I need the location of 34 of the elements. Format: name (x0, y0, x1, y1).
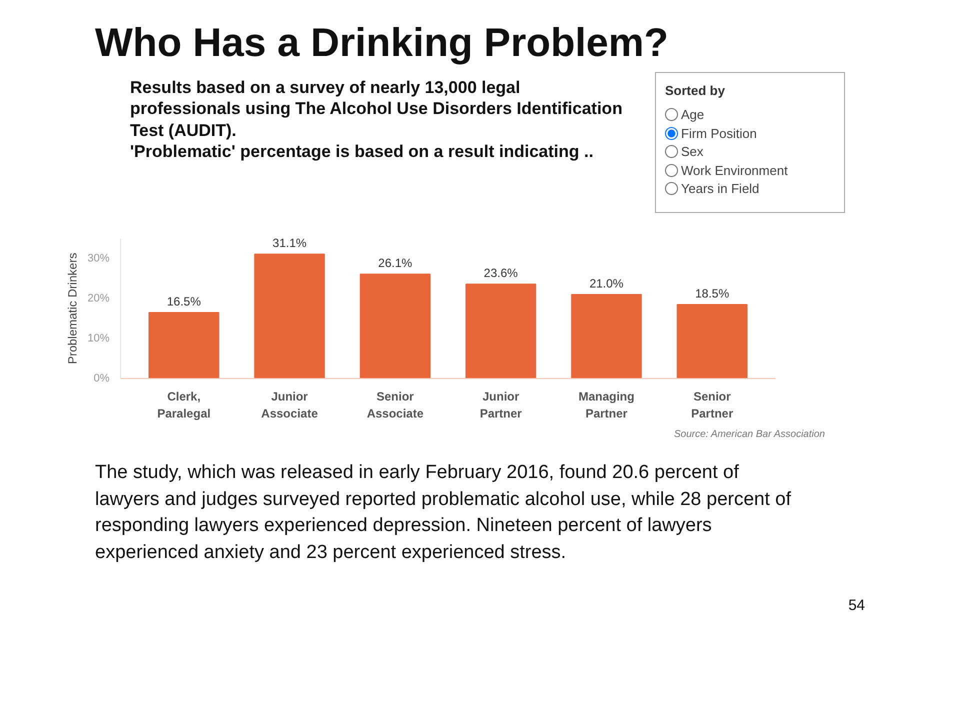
text: Work Environment (681, 162, 788, 178)
bar (465, 284, 536, 378)
bar (254, 254, 325, 378)
data-label: 18.5% (695, 286, 730, 300)
text: Years in Field (681, 181, 760, 196)
y-tick-label: 10% (87, 332, 110, 344)
source-note: Source: American Bar Association (674, 428, 825, 442)
chart-title: Who Has a Drinking Problem? (95, 20, 668, 67)
data-label: 16.5% (166, 294, 202, 308)
bar (571, 294, 642, 378)
x-tick-label: Senior Associate (366, 390, 424, 420)
bar (676, 304, 748, 378)
bar (148, 312, 220, 378)
x-tick-label: Junior Partner (480, 390, 522, 420)
y-tick-label: 0% (94, 372, 110, 384)
data-label: 31.1% (272, 236, 307, 250)
text: Sorted by (665, 82, 725, 100)
chart-subtitle: Results based on a survey of nearly 13,000 legal professionals using The Alcohol Use Disorders Identification Test (AUDIT). 'Problematic' percentage is based on a result indicating .. (130, 77, 624, 162)
text: 54 (848, 596, 865, 616)
data-label: 26.1% (378, 256, 413, 270)
bar (360, 274, 431, 378)
text: The study, which was released in early February 2016, found 20.6 percent of lawyers and judges surveyed reported problematic alcohol use, while 28 percent of responding lawyers experienced depression. Nineteen percent of lawyers experienced anxiety and 23 percent experienced stress. (95, 461, 792, 565)
y-tick-label: 20% (87, 292, 110, 304)
data-label: 21.0% (589, 276, 624, 290)
y-tick-label: 30% (87, 252, 110, 264)
text: Sex (681, 144, 704, 160)
x-tick-label: Clerk, Paralegal (157, 390, 211, 420)
text: Firm Position (681, 126, 757, 141)
x-tick-label: Senior Partner (691, 390, 734, 420)
x-tick-label: Managing Partner (578, 390, 634, 420)
data-label: 23.6% (484, 266, 518, 280)
y-axis-title: Problematic Drinkers (65, 252, 80, 364)
text: Age (681, 107, 704, 122)
x-tick-label: Junior Associate (261, 390, 318, 420)
